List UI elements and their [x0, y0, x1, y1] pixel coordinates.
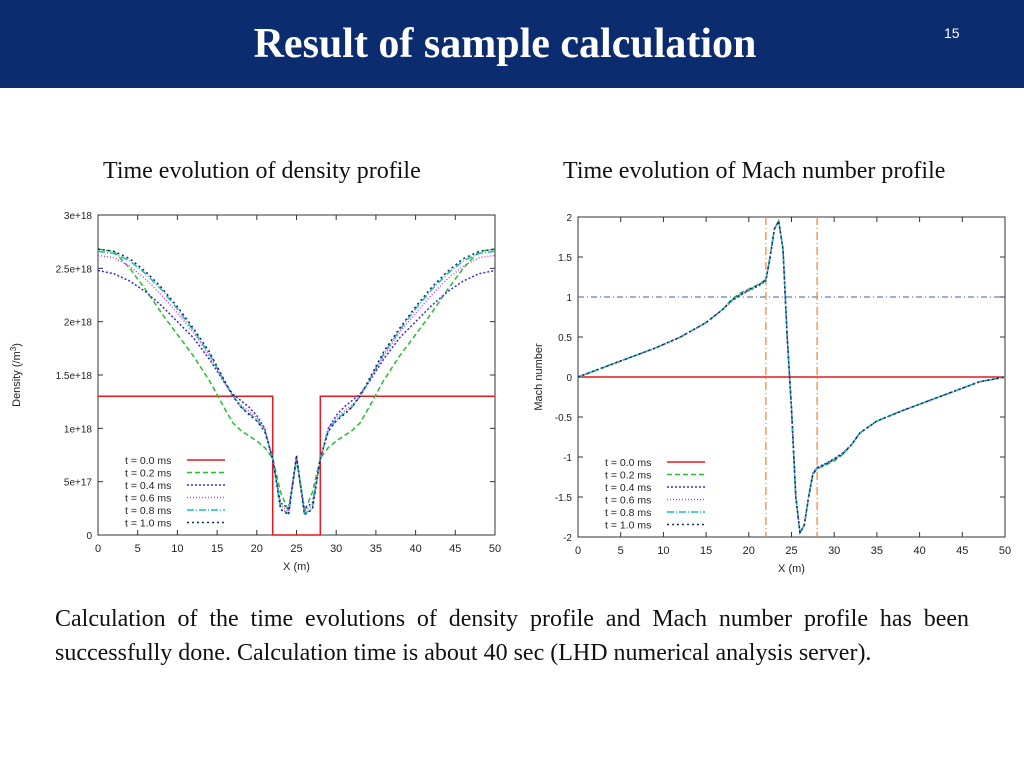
y-tick-label: 0.5 — [558, 333, 572, 344]
x-tick-label: 45 — [449, 543, 461, 555]
y-tick-label: 2e+18 — [64, 318, 93, 329]
slide-title: Result of sample calculation — [253, 21, 757, 67]
x-tick-label: 40 — [913, 545, 925, 557]
y-tick-label: 0 — [86, 531, 92, 542]
x-tick-label: 20 — [743, 545, 755, 557]
y-tick-label: 2.5e+18 — [56, 264, 93, 275]
legend-label: t = 0.0 ms — [605, 457, 651, 469]
series-line-4 — [577, 218, 1006, 536]
y-tick-label: 1.5 — [558, 253, 572, 264]
page-number: 15 — [944, 25, 960, 41]
x-tick-label: 20 — [251, 543, 263, 555]
y-tick-label: 5e+17 — [64, 478, 93, 489]
y-axis-label-superscript: 3 — [9, 346, 18, 351]
y-tick-label: 0 — [566, 373, 572, 384]
legend-label: t = 0.2 ms — [125, 468, 171, 480]
series-line-3 — [97, 254, 496, 513]
y-axis-label-text: Mach number — [533, 343, 545, 411]
x-axis-label: X (m) — [283, 561, 310, 573]
x-tick-label: 50 — [999, 545, 1011, 557]
legend-label: t = 0.4 ms — [605, 482, 651, 494]
x-tick-label: 15 — [700, 545, 712, 557]
legend-label: t = 0.6 ms — [125, 493, 171, 505]
title-bar: Result of sample calculation 15 — [0, 0, 1024, 88]
x-tick-label: 30 — [828, 545, 840, 557]
x-tick-label: 25 — [785, 545, 797, 557]
x-tick-label: 5 — [135, 543, 141, 555]
mach-chart-caption: Time evolution of Mach number profile — [563, 158, 946, 184]
y-tick-label: 1.5e+18 — [56, 371, 93, 382]
legend-label: t = 0.0 ms — [125, 455, 171, 467]
density-chart-caption: Time evolution of density profile — [103, 158, 421, 184]
y-tick-label: -1 — [563, 453, 572, 464]
y-axis-label: Mach number — [533, 343, 545, 411]
density-chart: 0 5 10 15 20 25 30 35 40 45 50 0 5e+17 1e+18 1.5e+18 2e… — [9, 211, 502, 573]
x-tick-label: 0 — [95, 543, 101, 555]
y-tick-label: 1 — [566, 293, 572, 304]
x-tick-label: 10 — [171, 543, 183, 555]
x-axis-label: X (m) — [778, 563, 805, 575]
y-axis-label: Density (/m3) — [9, 343, 24, 407]
x-tick-label: 35 — [370, 543, 382, 555]
x-tick-label: 40 — [409, 543, 421, 555]
y-axis-label-text: Density (/m — [11, 351, 23, 407]
y-tick-label: 3e+18 — [64, 211, 93, 222]
legend-label: t = 1.0 ms — [125, 518, 171, 530]
legend-label: t = 1.0 ms — [605, 520, 651, 532]
legend-label: t = 0.8 ms — [125, 505, 171, 517]
legend-label: t = 0.2 ms — [605, 470, 651, 482]
x-tick-label: 15 — [211, 543, 223, 555]
x-tick-label: 50 — [489, 543, 501, 555]
legend-label: t = 0.6 ms — [605, 495, 651, 507]
y-tick-label: -2 — [563, 533, 572, 544]
series-line-2 — [97, 269, 496, 510]
series-line-0 — [98, 395, 495, 536]
y-tick-label: 1e+18 — [64, 424, 93, 435]
y-tick-label: -0.5 — [555, 413, 573, 424]
x-tick-label: 10 — [657, 545, 669, 557]
x-tick-label: 30 — [330, 543, 342, 555]
description-text: Calculation of the time evolutions of de… — [55, 606, 969, 666]
y-tick-label: 2 — [566, 213, 572, 224]
x-tick-label: 25 — [290, 543, 302, 555]
legend-label: t = 0.4 ms — [125, 480, 171, 492]
x-tick-label: 5 — [618, 545, 624, 557]
mach-chart: 0 5 10 15 20 25 30 35 40 45 50 -2 -1.5 -1 -0.5 0 0.5 1 1.5… — [533, 213, 1011, 575]
y-axis-label-close: ) — [11, 343, 23, 347]
x-tick-label: 0 — [575, 545, 581, 557]
x-tick-label: 35 — [871, 545, 883, 557]
x-tick-label: 45 — [956, 545, 968, 557]
y-tick-label: -1.5 — [555, 493, 573, 504]
legend-label: t = 0.8 ms — [605, 507, 651, 519]
